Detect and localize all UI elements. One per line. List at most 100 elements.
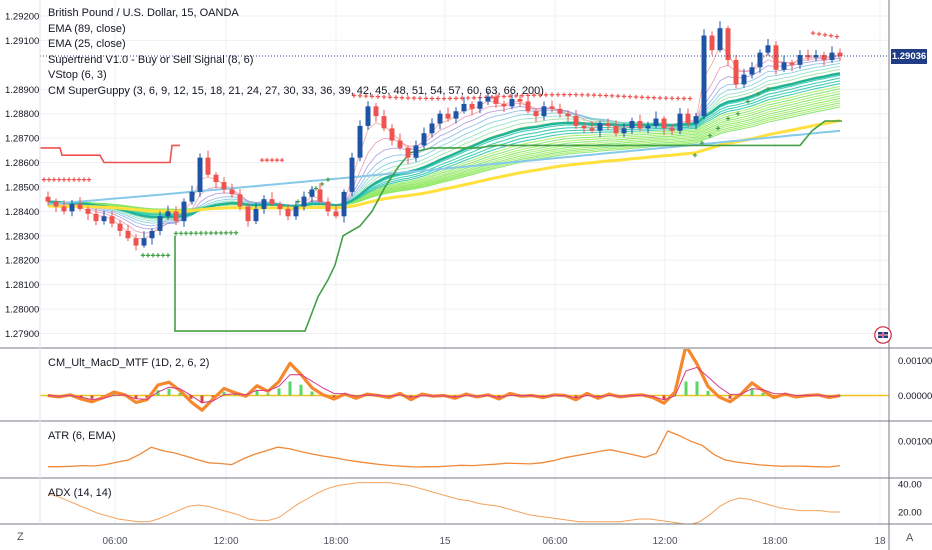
- vstop-marker: [66, 177, 72, 182]
- candle-body: [61, 206, 67, 212]
- y-tick-label: 40.00: [898, 480, 922, 491]
- macd-histogram-bar: [684, 381, 688, 396]
- candle-body: [357, 125, 363, 158]
- candle-body: [205, 157, 211, 175]
- vstop-marker: [145, 253, 151, 258]
- vstop-marker: [621, 94, 627, 99]
- candle-body: [605, 123, 611, 126]
- supertrend-green-line: [174, 120, 842, 332]
- candle-body: [781, 62, 787, 70]
- atr-legend[interactable]: ATR (6, EMA): [48, 430, 116, 442]
- vstop-marker: [834, 34, 840, 39]
- vstop-marker: [264, 157, 270, 163]
- candle-body: [565, 113, 571, 117]
- guppy-fast-line: [47, 63, 841, 224]
- adx-legend[interactable]: ADX (14, 14): [48, 487, 112, 499]
- candle-body: [821, 55, 827, 60]
- y-tick-label: 1.27900: [5, 329, 39, 340]
- vstop-marker: [274, 157, 280, 163]
- y-tick-label: 0.00100: [898, 356, 932, 367]
- guppy-fast-line: [47, 60, 841, 227]
- vstop-marker: [46, 177, 52, 182]
- candle-body: [669, 128, 675, 131]
- vstop-marker: [591, 92, 597, 98]
- vstop-marker: [51, 177, 57, 182]
- macd-pane[interactable]: [40, 346, 889, 412]
- vstop-marker: [681, 96, 687, 101]
- candle-body: [773, 45, 779, 70]
- legend-superguppy[interactable]: CM SuperGuppy (3, 6, 9, 12, 15, 18, 21, …: [48, 84, 544, 97]
- price-pane[interactable]: [40, 21, 889, 332]
- auto-scale-button[interactable]: A: [906, 532, 914, 544]
- vstop-marker: [579, 92, 585, 98]
- x-tick-label: 12:00: [213, 536, 238, 547]
- atr-pane[interactable]: [48, 430, 841, 468]
- candle-body: [365, 106, 371, 126]
- vstop-marker: [295, 199, 301, 204]
- vstop-marker: [351, 93, 357, 98]
- vstop-marker: [735, 111, 741, 116]
- y-tick-label: 1.28600: [5, 158, 39, 169]
- candle-body: [85, 208, 91, 214]
- x-tick-label: 12:00: [652, 536, 677, 547]
- vstop-marker: [501, 94, 507, 99]
- y-tick-label: 1.28200: [5, 256, 39, 267]
- candle-body: [197, 157, 203, 192]
- adx-line: [47, 482, 840, 524]
- y-tick-label: 1.28900: [5, 85, 39, 96]
- vstop-marker: [453, 96, 459, 101]
- supertrend-red-line: [40, 144, 180, 164]
- candle-body: [237, 194, 243, 207]
- candle-body: [109, 216, 115, 224]
- guppy-slow-line: [47, 80, 841, 216]
- candle-body: [389, 128, 395, 141]
- vstop-marker: [319, 181, 325, 187]
- vstop-marker: [627, 94, 633, 99]
- vstop-marker: [269, 157, 275, 163]
- legend-ema25[interactable]: EMA (25, close): [48, 38, 126, 50]
- legend-supertrend[interactable]: Supertrend V1.0 - Buy or Sell Signal (8,…: [48, 53, 254, 66]
- vstop-marker: [405, 95, 411, 101]
- vstop-marker: [755, 91, 761, 97]
- macd-signal-line: [47, 366, 841, 404]
- vstop-marker: [429, 96, 435, 101]
- candle-body: [69, 204, 75, 212]
- candle-body: [653, 118, 659, 126]
- candle-body: [589, 128, 595, 131]
- adx-pane[interactable]: [47, 482, 840, 525]
- vstop-marker: [393, 95, 399, 100]
- legend-ema89[interactable]: EMA (89, close): [48, 22, 126, 35]
- candle-body: [789, 62, 795, 65]
- vstop-marker: [223, 230, 229, 236]
- legend-vstop[interactable]: VStop (6, 3): [48, 69, 107, 81]
- candle-body: [797, 55, 803, 65]
- candle-body: [645, 125, 651, 129]
- candle-body: [325, 201, 331, 212]
- candle-body: [677, 113, 683, 131]
- vstop-marker: [609, 93, 615, 99]
- symbol-title[interactable]: British Pound / U.S. Dollar, 15, OANDA: [48, 7, 239, 19]
- macd-legend[interactable]: CM_Ult_MacD_MTF (1D, 2, 6, 2): [48, 357, 210, 369]
- macd-histogram-bar: [90, 395, 94, 399]
- y-tick-label: 0.00000: [898, 391, 932, 402]
- candle-body: [149, 230, 155, 239]
- candle-body: [245, 206, 251, 222]
- candle-body: [749, 67, 755, 75]
- vstop-marker: [633, 94, 639, 100]
- vstop-marker: [822, 32, 828, 38]
- candle-body: [581, 125, 587, 129]
- candle-body: [117, 223, 123, 231]
- vstop-marker: [471, 95, 477, 101]
- tick-labels: 06:00 12:00 18:00 15 06:00 12:00 18:00 18 1.2920…: [5, 12, 932, 548]
- candle-body: [701, 35, 707, 117]
- macd-histogram-bar: [167, 388, 171, 396]
- timezone-zoom-button[interactable]: Z: [17, 531, 24, 543]
- candle-body: [445, 113, 451, 119]
- vstop-marker: [381, 94, 387, 100]
- vstop-marker: [86, 177, 92, 182]
- vstop-marker: [233, 230, 239, 235]
- vstop-marker: [810, 30, 816, 36]
- macd-histogram-bar: [299, 384, 303, 396]
- candle-body: [301, 196, 307, 207]
